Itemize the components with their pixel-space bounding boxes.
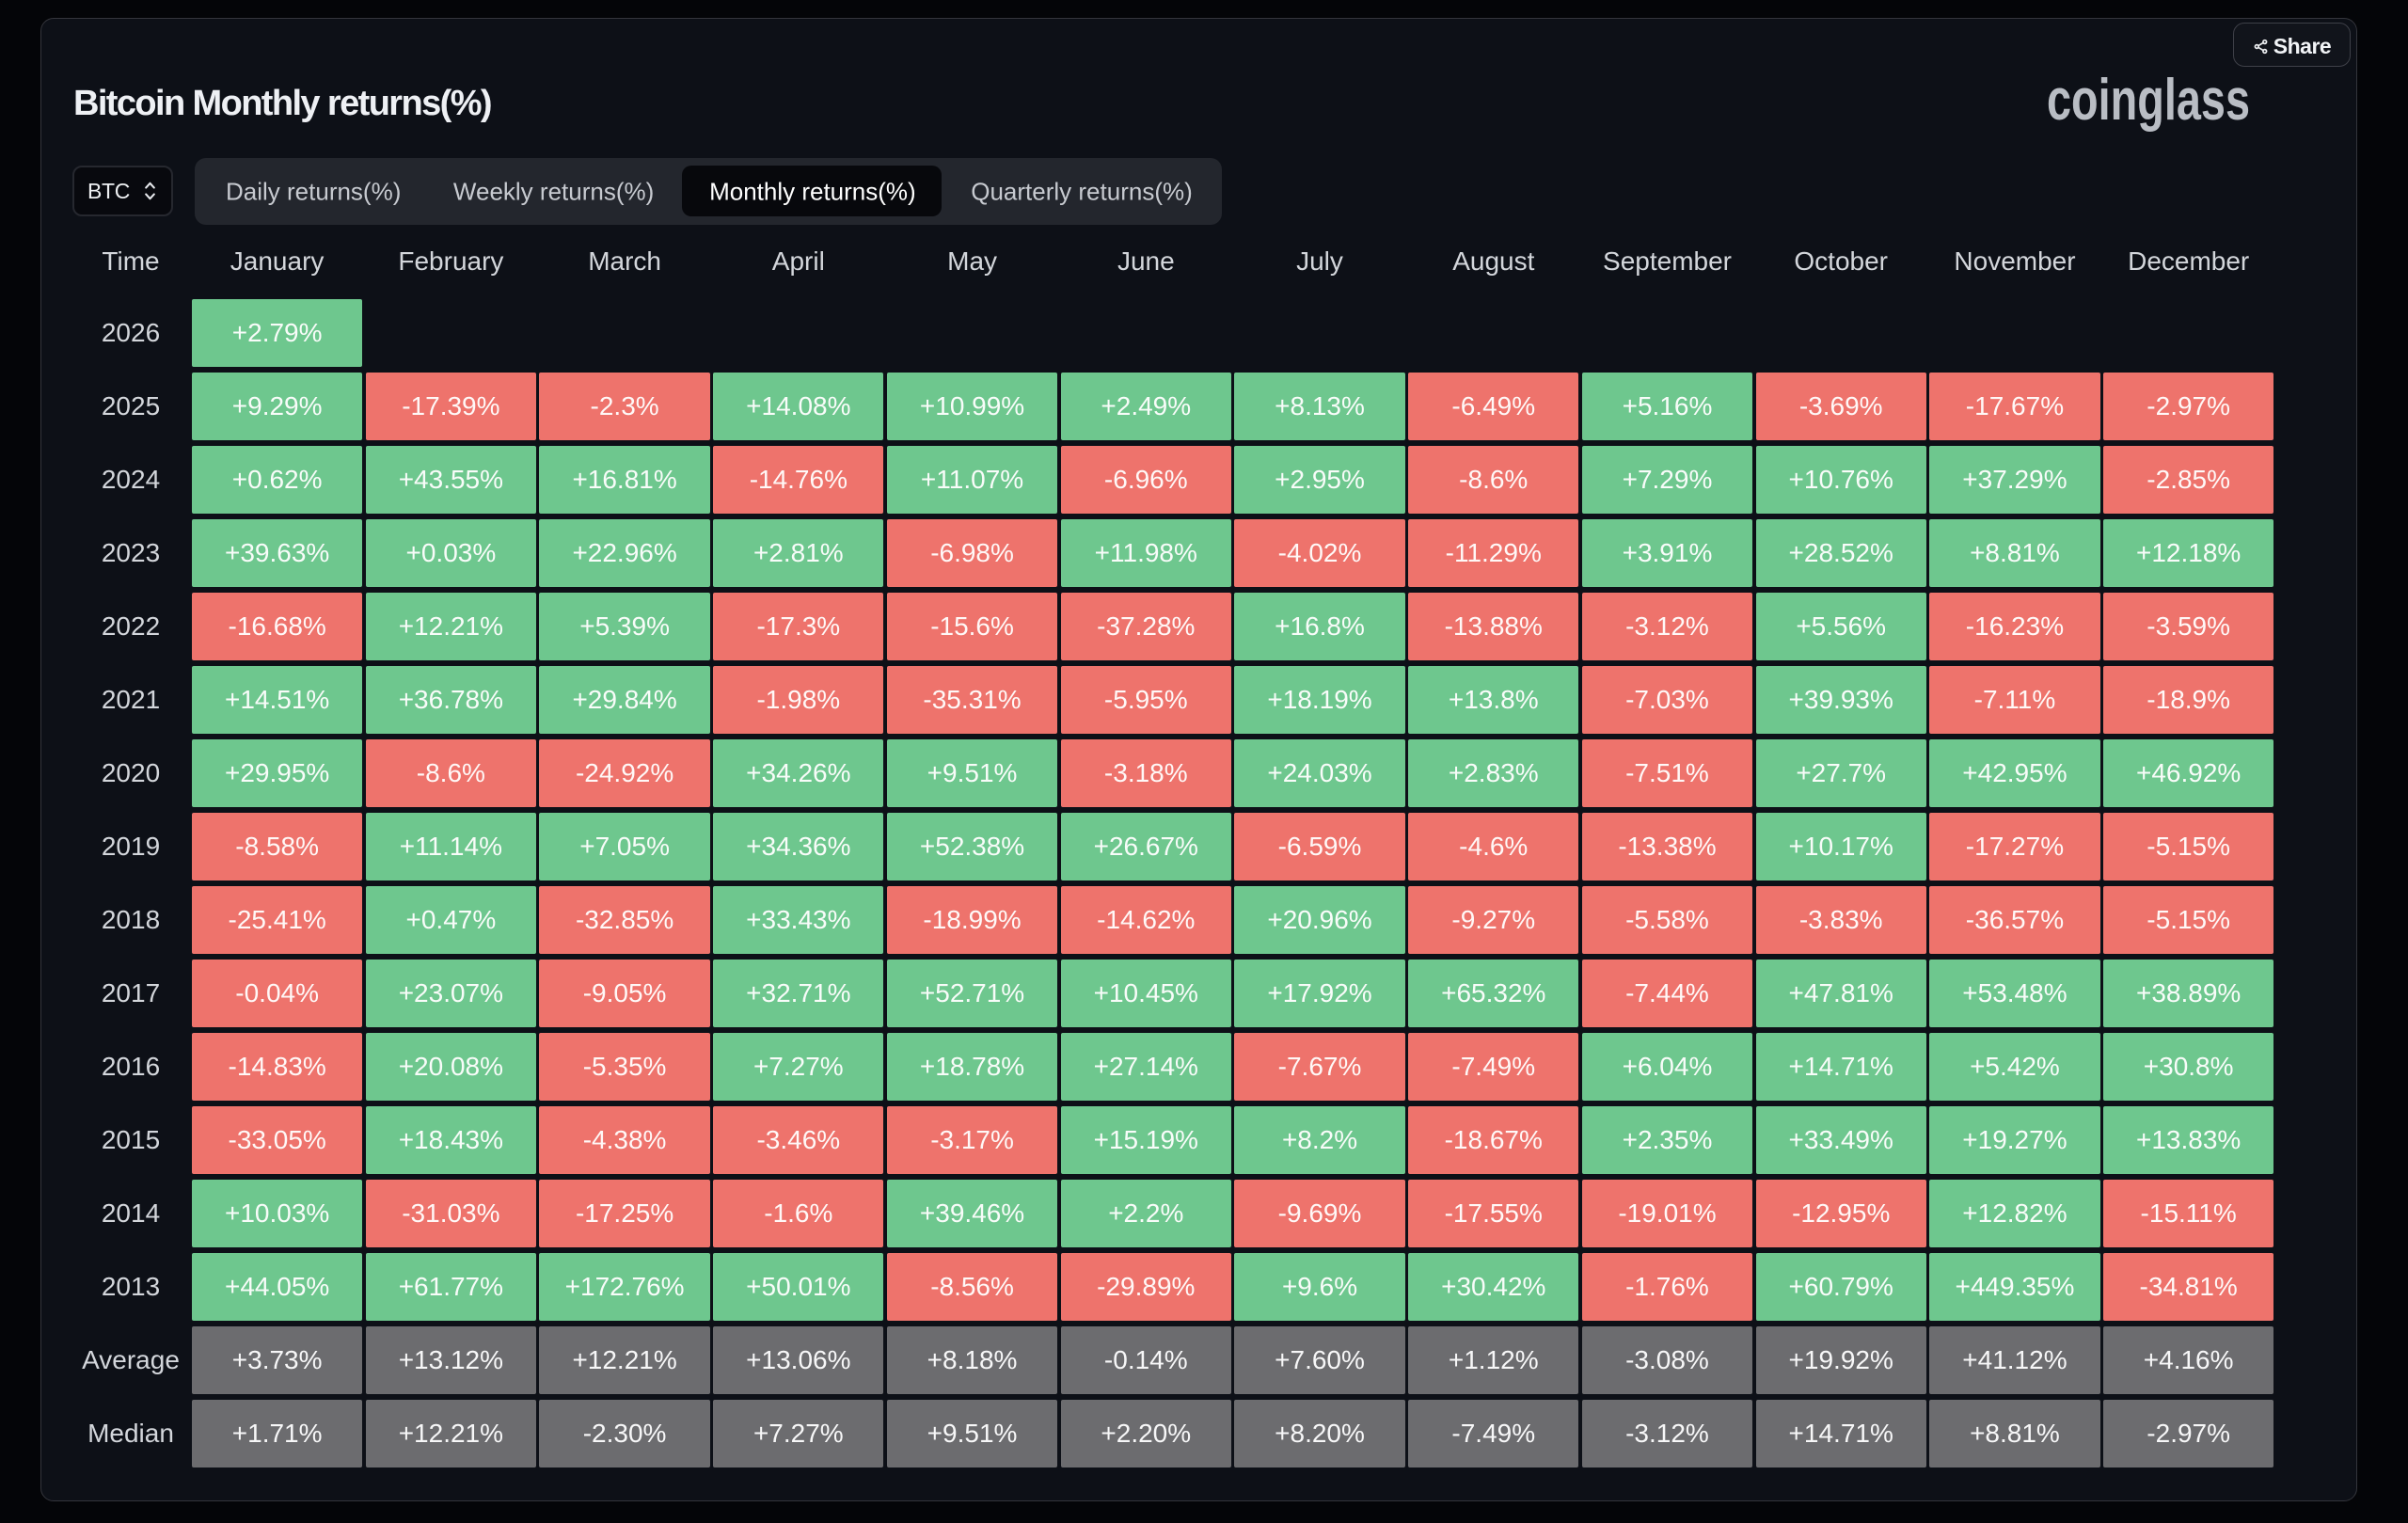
svg-text:coinglass: coinglass — [2047, 68, 2250, 133]
